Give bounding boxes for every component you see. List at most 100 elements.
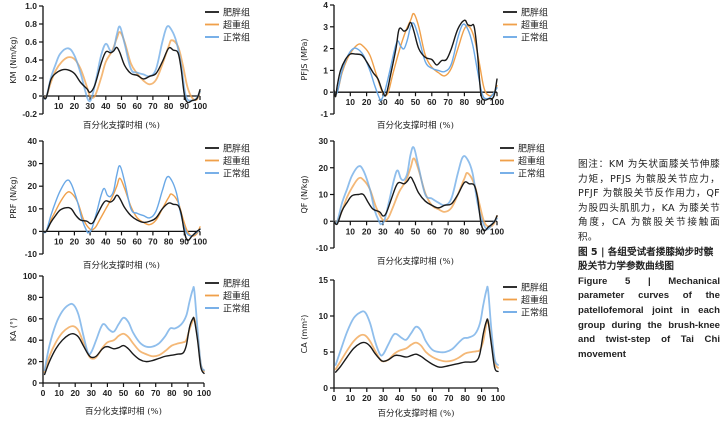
- y-tick-label: 80: [28, 292, 38, 302]
- y-tick-label: 20: [319, 163, 329, 173]
- x-tick-label: 50: [119, 388, 129, 398]
- y-tick-label: 10: [319, 190, 329, 200]
- y-tick-label: 20: [28, 181, 38, 191]
- y-tick-label: -0.2: [22, 109, 37, 119]
- y-tick-label: 1: [323, 65, 328, 75]
- x-tick-label: 100: [197, 388, 211, 398]
- x-tick-label: 40: [103, 388, 113, 398]
- x-tick-label: 10: [346, 226, 356, 236]
- x-tick-label: 30: [85, 101, 95, 111]
- x-tick-label: 0: [41, 388, 46, 398]
- series-line-overweight: [333, 12, 498, 97]
- x-tick-label: 50: [411, 97, 421, 107]
- series-line-obese: [333, 176, 498, 232]
- y-tick-label: 0.8: [25, 19, 37, 29]
- series-line-normal: [334, 285, 499, 366]
- legend-label-overweight: 超重组: [521, 19, 548, 31]
- series-line-overweight: [333, 157, 498, 228]
- x-tick-label: 20: [362, 393, 372, 403]
- x-tick-label: 30: [87, 388, 97, 398]
- legend-label-obese: 肥胖组: [223, 7, 250, 19]
- series-line-obese: [334, 318, 499, 373]
- y-tick-label: -10: [316, 243, 329, 253]
- x-tick-label: 80: [164, 101, 174, 111]
- chart-ca: 0 5 10 15 0 10 20 30 40 50 60 70 80 90 100 CA (mm²) 百分化支…: [300, 275, 548, 419]
- x-tick-label: 70: [443, 97, 453, 107]
- x-tick-label: 90: [180, 101, 190, 111]
- x-tick-label: 90: [180, 236, 190, 246]
- x-tick-label: 40: [394, 226, 404, 236]
- x-tick-label: 90: [476, 226, 486, 236]
- x-axis-title: 百分化支撑时相 (%): [83, 120, 160, 131]
- y-axis-title: QF (N/kg): [300, 175, 309, 213]
- x-tick-label: 70: [148, 236, 158, 246]
- x-tick-label: 90: [183, 388, 193, 398]
- x-tick-label: 60: [428, 393, 438, 403]
- x-tick-label: 80: [460, 97, 470, 107]
- y-tick-label: 0: [323, 383, 328, 393]
- legend-label-normal: 正常组: [223, 303, 250, 315]
- chart-prf: -10 0 10 20 30 40 10 20 30 40 50 60 70 80 90 100 PRF (N/…: [9, 136, 250, 271]
- x-tick-label: 80: [167, 388, 177, 398]
- figure-caption: 图注：KM 为矢状面膝关节伸膝力矩，PFJS 为髌股关节应力，PFJF 为髌股关…: [578, 158, 720, 362]
- x-tick-label: 60: [132, 101, 142, 111]
- y-tick-label: 2: [323, 44, 328, 54]
- x-tick-label: 60: [427, 226, 437, 236]
- y-tick-label: -1: [320, 109, 328, 119]
- x-tick-label: 70: [151, 388, 161, 398]
- caption-figure-cn: 图 5 | 各组受试者搂膝拗步时髌股关节力学参数曲线图: [578, 246, 714, 273]
- legend-label-normal: 正常组: [223, 168, 250, 180]
- x-tick-label: 10: [54, 236, 64, 246]
- series-line-normal: [333, 22, 498, 102]
- x-tick-label: 20: [70, 236, 80, 246]
- x-tick-label: 70: [444, 393, 454, 403]
- y-tick-label: 0: [323, 216, 328, 226]
- x-axis-title: 百分化支撑时相 (%): [83, 260, 160, 271]
- legend-label-obese: 肥胖组: [223, 278, 250, 290]
- y-tick-label: 5: [323, 347, 328, 357]
- x-axis-title: 百分化支撑时相 (%): [377, 120, 454, 131]
- x-tick-label: 10: [54, 101, 64, 111]
- x-tick-label: 30: [378, 226, 388, 236]
- series-line-normal: [333, 146, 498, 231]
- y-axis-title: PFJS (MPa): [300, 39, 309, 81]
- x-tick-label: 90: [476, 97, 486, 107]
- x-tick-label: 50: [117, 101, 127, 111]
- chart-ka: 0 20 40 60 80 100 0 10 20 30 40 50 60 70 80 90 100 KA (°)…: [9, 271, 250, 417]
- x-tick-label: 40: [101, 236, 111, 246]
- y-tick-label: 4: [323, 0, 328, 10]
- y-tick-label: 0.4: [25, 55, 37, 65]
- y-tick-label: 10: [319, 311, 329, 321]
- series-line-normal: [43, 286, 205, 372]
- y-tick-label: 15: [319, 275, 329, 285]
- x-tick-label: 10: [346, 393, 356, 403]
- x-tick-label: 20: [362, 226, 372, 236]
- legend-label-overweight: 超重组: [521, 294, 548, 306]
- caption-note: 图注：KM 为矢状面膝关节伸膝力矩，PFJS 为髌股关节应力，PFJF 为髌股关…: [578, 159, 720, 243]
- y-tick-label: 60: [28, 314, 38, 324]
- x-tick-label: 50: [117, 236, 127, 246]
- legend-label-overweight: 超重组: [223, 290, 250, 302]
- x-tick-label: 20: [70, 388, 80, 398]
- y-tick-label: 0: [323, 87, 328, 97]
- x-tick-label: 30: [378, 393, 388, 403]
- y-tick-label: 1.0: [25, 1, 37, 11]
- x-tick-label: 60: [135, 388, 145, 398]
- y-tick-label: -10: [25, 249, 38, 259]
- y-tick-label: 40: [28, 136, 38, 146]
- legend-label-obese: 肥胖组: [521, 7, 548, 19]
- y-tick-label: 0: [32, 226, 37, 236]
- x-tick-label: 70: [148, 101, 158, 111]
- x-tick-label: 50: [411, 393, 421, 403]
- x-tick-label: 30: [85, 236, 95, 246]
- x-tick-label: 70: [443, 226, 453, 236]
- y-tick-label: 30: [319, 136, 329, 146]
- legend-label-overweight: 超重组: [223, 19, 250, 31]
- y-axis-title: KM (Nm/kg): [9, 36, 18, 83]
- series-line-obese: [43, 316, 205, 376]
- x-tick-label: 10: [346, 97, 356, 107]
- y-axis-title: CA (mm²): [300, 315, 309, 354]
